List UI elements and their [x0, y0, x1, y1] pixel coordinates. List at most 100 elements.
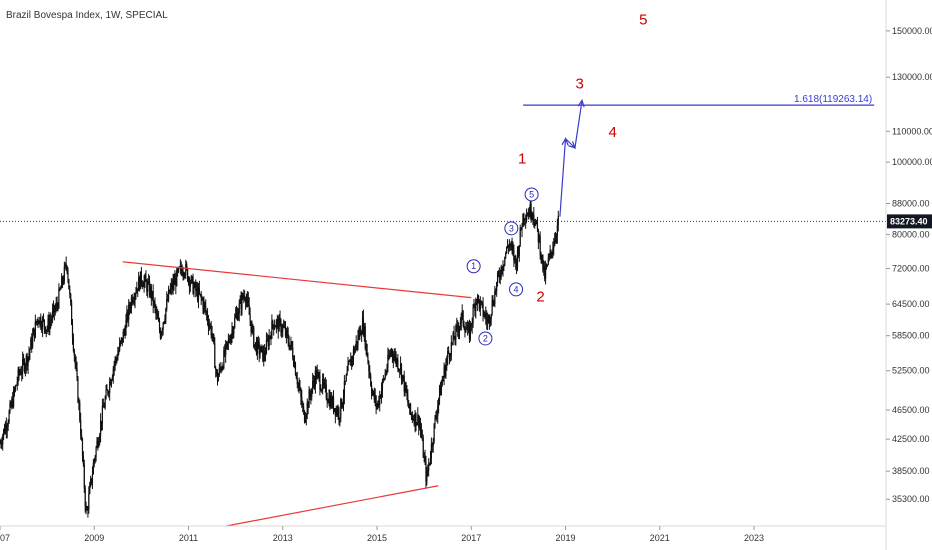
candle-body	[68, 279, 70, 290]
candle-body	[226, 341, 229, 343]
candle-body	[439, 386, 442, 396]
candle-body	[332, 397, 334, 407]
candle-body	[80, 420, 82, 435]
candle-body	[273, 324, 275, 329]
candle-body	[217, 375, 220, 382]
candle-body	[61, 277, 64, 283]
x-tick-label: 2023	[744, 533, 764, 543]
candle-body	[465, 329, 467, 333]
candle-body	[72, 337, 75, 351]
candle-body	[225, 343, 227, 355]
candle-body	[342, 396, 345, 404]
candle-body	[264, 353, 267, 356]
candle-body	[70, 302, 73, 325]
candle-body	[303, 406, 305, 411]
candle-body	[532, 214, 534, 217]
candle-body	[12, 389, 15, 407]
candle-body	[104, 398, 106, 408]
candle-body	[23, 360, 26, 371]
candle-body	[174, 277, 176, 285]
candle-body	[63, 266, 65, 282]
candle-body	[172, 280, 174, 290]
candle-body	[329, 396, 331, 408]
candle-body	[459, 322, 462, 327]
candle-body	[129, 304, 131, 309]
candle-body	[137, 288, 139, 291]
candle-body	[295, 374, 297, 379]
y-tick-label: 110000.00	[892, 126, 932, 136]
candle-body	[432, 441, 434, 447]
candle-body	[523, 213, 525, 221]
candle-body	[294, 362, 297, 375]
candle-body	[165, 308, 167, 319]
candle-body	[361, 333, 363, 336]
candle-body	[326, 398, 328, 402]
candle-body	[91, 474, 94, 483]
candle-body	[525, 216, 528, 221]
candle-body	[153, 301, 155, 306]
candle-body	[145, 275, 147, 282]
candle-body	[347, 363, 349, 372]
candle-body	[74, 355, 76, 364]
candle-body	[317, 372, 319, 374]
candle-body	[383, 378, 385, 380]
candle-body	[86, 508, 88, 511]
candle-body	[103, 407, 105, 409]
candle-body	[304, 419, 307, 423]
candle-body	[227, 339, 229, 343]
candle-body	[88, 493, 90, 511]
candle-body	[22, 359, 24, 372]
candle-body	[101, 405, 104, 425]
y-tick-label: 150000.00	[892, 26, 932, 36]
candle-body	[362, 317, 365, 335]
candle-body	[541, 254, 543, 259]
candle-body	[544, 265, 546, 279]
candle-body	[337, 409, 339, 415]
candle-body	[350, 359, 352, 366]
candle-body	[399, 364, 402, 371]
candle-body	[284, 327, 287, 336]
candle-body	[184, 274, 186, 276]
x-tick-label: 2015	[367, 533, 387, 543]
x-tick-label: 2009	[84, 533, 104, 543]
candle-body	[48, 318, 50, 330]
candle-body	[515, 255, 517, 263]
candle-body	[64, 263, 66, 267]
x-axis[interactable]: 2007 2009 2011 2013 2015 2017 2019 2021 2023	[0, 526, 764, 543]
candle-body	[533, 214, 535, 221]
candle-body	[241, 294, 243, 309]
candle-body	[11, 399, 13, 407]
x-tick-label: 2019	[556, 533, 576, 543]
candle-body	[239, 298, 241, 304]
candle-body	[27, 356, 29, 366]
candle-body	[151, 290, 153, 299]
candle-body	[141, 282, 143, 286]
candle-body	[245, 298, 247, 303]
candle-body	[210, 324, 212, 336]
candle-body	[29, 349, 31, 354]
y-axis[interactable]: 35300.00 38500.00 42500.00 46500.00 52500.00…	[886, 26, 932, 504]
candle-body	[365, 344, 367, 349]
candle-body	[92, 463, 94, 475]
candle-body	[450, 342, 452, 356]
candle-body	[539, 236, 541, 255]
candle-body	[351, 357, 353, 366]
upper-trendline	[122, 261, 472, 299]
candle-body	[260, 346, 262, 353]
candle-body	[457, 324, 459, 330]
y-tick-label: 100000.00	[892, 157, 932, 167]
candle-body	[283, 325, 285, 328]
candle-body	[156, 312, 158, 314]
candle-body	[305, 414, 307, 420]
candle-body	[330, 396, 332, 408]
candle-body	[496, 282, 498, 292]
candle-body	[423, 456, 425, 458]
candle-body	[167, 298, 169, 301]
candle-body	[467, 325, 470, 327]
projection-arrowhead	[561, 137, 569, 146]
candle-body	[216, 374, 219, 382]
candle-body	[83, 464, 85, 489]
candle-body	[251, 325, 253, 332]
